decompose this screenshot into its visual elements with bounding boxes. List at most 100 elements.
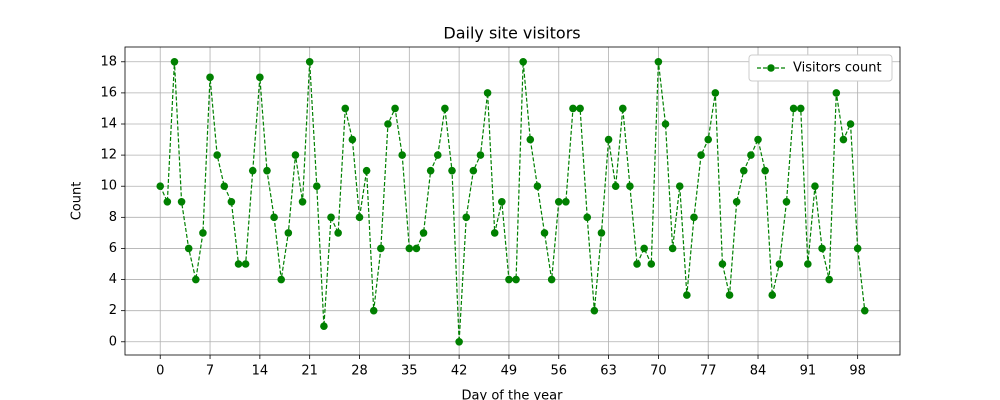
data-point	[547, 275, 556, 284]
x-tick-label: 56	[550, 364, 567, 379]
data-point	[476, 151, 485, 159]
data-point	[825, 275, 833, 284]
data-point	[761, 166, 769, 175]
data-point	[177, 197, 186, 206]
data-point	[199, 229, 207, 237]
data-point	[626, 182, 634, 191]
data-point	[554, 197, 563, 206]
data-point	[739, 166, 748, 175]
data-point	[611, 182, 620, 191]
data-point	[433, 151, 442, 159]
data-point	[690, 213, 698, 222]
data-point	[377, 244, 385, 253]
x-tick-label: 28	[351, 364, 368, 379]
data-point	[533, 182, 542, 191]
y-tick-label: 16	[100, 85, 117, 100]
data-point	[668, 244, 677, 253]
data-point	[256, 73, 264, 82]
data-point	[633, 260, 641, 268]
data-point	[341, 104, 350, 113]
data-point	[398, 151, 406, 159]
data-point	[170, 57, 179, 66]
data-point	[604, 135, 613, 144]
data-point	[348, 135, 357, 144]
data-point	[725, 291, 734, 299]
x-tick-label: 70	[650, 364, 667, 379]
data-point	[654, 57, 663, 66]
data-point	[768, 291, 777, 299]
y-tick-label: 14	[100, 117, 117, 132]
data-point	[284, 229, 293, 237]
x-tick-label: 42	[451, 364, 468, 379]
x-tick-label: 49	[501, 364, 518, 379]
x-tick-label: 35	[401, 364, 418, 379]
y-tick-label: 0	[109, 334, 117, 349]
data-point	[839, 135, 848, 144]
data-point	[711, 89, 720, 97]
data-point	[619, 104, 627, 113]
data-point	[597, 229, 606, 237]
legend-label: Visitors count	[793, 61, 882, 76]
data-point	[469, 166, 478, 175]
data-point	[811, 182, 819, 191]
legend: Visitors count	[748, 54, 893, 82]
x-axis-label: Day of the year	[462, 389, 564, 400]
data-point	[241, 260, 250, 268]
data-point	[683, 291, 691, 299]
data-point	[732, 197, 741, 206]
data-point	[860, 306, 869, 315]
data-point	[569, 104, 577, 113]
data-point	[227, 197, 236, 206]
data-point	[540, 229, 549, 237]
data-point	[263, 166, 271, 175]
data-point	[675, 182, 684, 191]
data-point	[312, 182, 321, 191]
data-point	[327, 213, 335, 222]
data-point	[853, 244, 862, 253]
data-point	[697, 151, 705, 159]
data-point	[405, 244, 414, 253]
data-point	[213, 151, 221, 159]
data-point	[818, 244, 826, 253]
data-point	[782, 197, 791, 206]
data-point	[718, 260, 727, 268]
x-tick-label: 14	[252, 364, 269, 379]
data-point	[526, 135, 535, 144]
y-axis-label: Count	[70, 182, 85, 221]
data-point	[426, 166, 435, 175]
data-point	[583, 213, 592, 222]
data-point	[789, 104, 798, 113]
data-point	[163, 197, 172, 206]
y-tick-label: 18	[100, 54, 117, 69]
y-tick-label: 12	[100, 148, 117, 163]
legend-marker	[767, 64, 775, 72]
data-point	[562, 197, 570, 206]
data-point	[490, 229, 499, 237]
x-tick-label: 77	[700, 364, 717, 379]
y-tick-label: 4	[109, 272, 117, 287]
data-point	[362, 166, 371, 175]
data-point	[505, 275, 513, 284]
data-point	[220, 182, 229, 191]
x-tick-label: 21	[301, 364, 318, 379]
data-point	[775, 260, 784, 268]
data-point	[156, 182, 165, 191]
data-point	[412, 244, 421, 253]
data-point	[512, 275, 520, 284]
data-point	[483, 89, 492, 97]
data-point	[462, 213, 471, 222]
data-point	[441, 104, 449, 113]
data-point	[305, 57, 314, 66]
data-point	[754, 135, 762, 144]
data-point	[192, 275, 200, 284]
data-point	[832, 89, 841, 97]
x-tick-label: 91	[800, 364, 817, 379]
x-tick-label: 84	[750, 364, 767, 379]
y-tick-label: 6	[109, 241, 117, 256]
data-point	[647, 260, 656, 268]
y-tick-label: 2	[109, 303, 117, 318]
data-point	[334, 229, 342, 237]
data-point	[291, 151, 300, 159]
